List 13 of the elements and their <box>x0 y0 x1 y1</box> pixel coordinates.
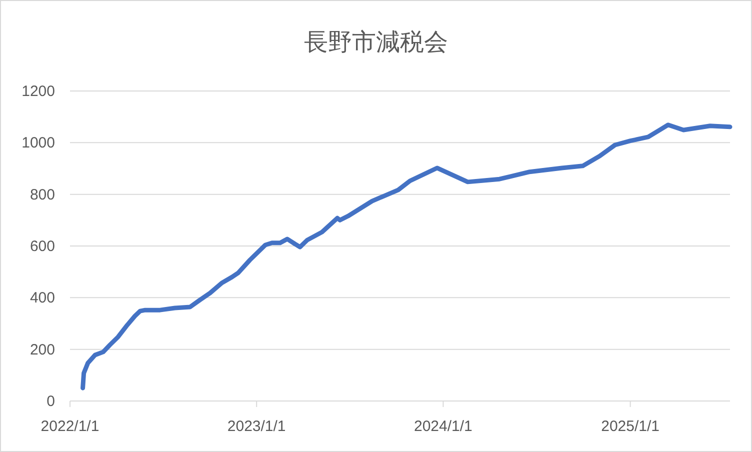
x-tick-label: 2024/1/1 <box>414 418 472 435</box>
y-tick-label: 600 <box>30 238 55 255</box>
line-series <box>80 122 732 390</box>
y-tick-label: 1000 <box>22 134 55 152</box>
y-tick-label: 1200 <box>22 83 55 100</box>
x-tick-label: 2022/1/1 <box>40 418 100 435</box>
x-tick-label: 2025/1/1 <box>601 418 660 435</box>
y-tick-label: 0 <box>46 393 55 410</box>
y-tick-label: 200 <box>30 341 55 358</box>
y-tick-label: 400 <box>30 290 55 307</box>
chart-title: 長野市減税会 <box>304 29 448 56</box>
y-tick-label: 800 <box>30 186 55 204</box>
x-tick-label: 2023/1/1 <box>227 418 286 435</box>
